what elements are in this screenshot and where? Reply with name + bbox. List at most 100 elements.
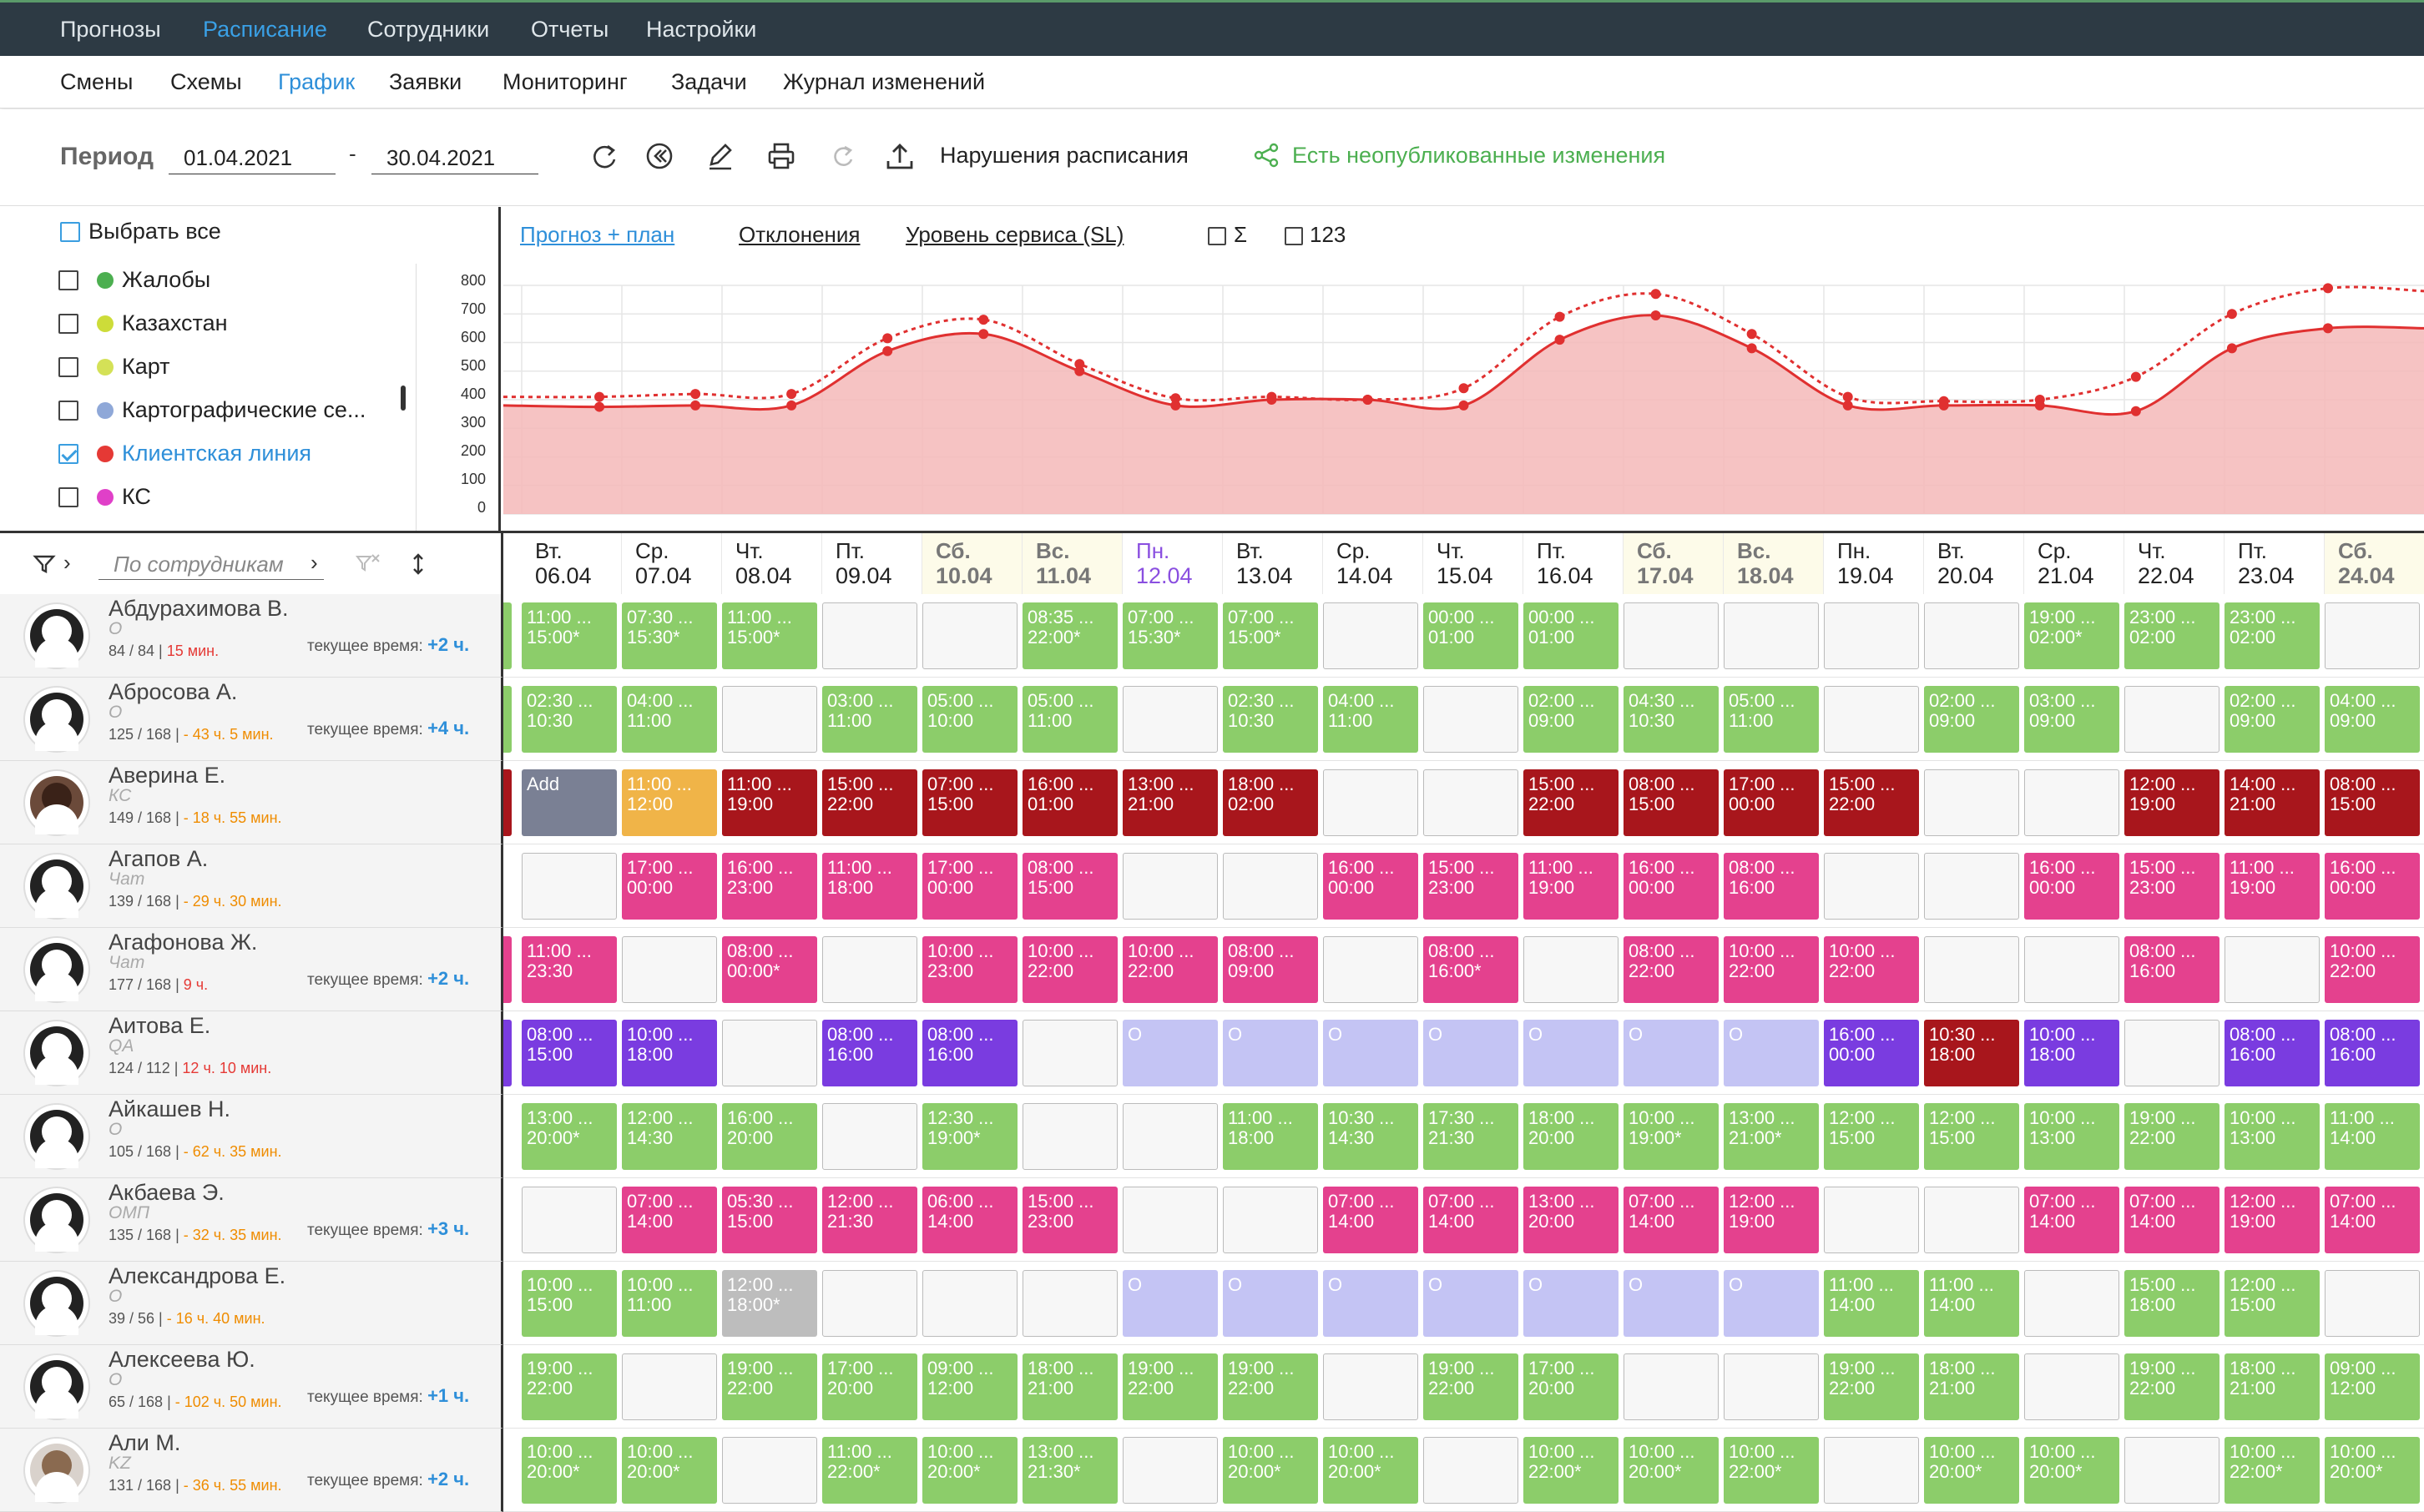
shift-cell[interactable]: 00:00 ... 01:00 — [1423, 602, 1518, 669]
group-item[interactable]: Казахстан — [58, 307, 417, 340]
shift-cell[interactable]: О — [1624, 1270, 1719, 1337]
employee-name[interactable]: Александрова Е. — [109, 1263, 286, 1288]
shift-cell[interactable]: 12:00 ... 18:00* — [722, 1270, 817, 1337]
empty-shift-cell[interactable] — [2024, 1353, 2119, 1420]
back-icon[interactable] — [643, 139, 676, 173]
shift-cell[interactable]: 16:00 ... 00:00 — [1323, 853, 1418, 920]
refresh-icon[interactable] — [588, 139, 621, 173]
employee-name[interactable]: Али М. — [109, 1430, 181, 1455]
empty-shift-cell[interactable] — [822, 1270, 917, 1337]
shift-cell[interactable]: 11:00 ... 18:00 — [1223, 1103, 1318, 1170]
shift-cell[interactable]: 08:35 ... 22:00* — [1023, 602, 1118, 669]
shift-cell[interactable]: 08:00 ... 16:00 — [822, 1020, 917, 1086]
shift-cell[interactable]: 07:00 ... 14:00 — [1323, 1187, 1418, 1253]
shift-cell[interactable]: 13:00 ... 21:30* — [1023, 1437, 1118, 1504]
shift-cell[interactable]: 15:00 ... 22:00 — [1523, 769, 1619, 836]
shift-cell[interactable]: О — [1724, 1270, 1819, 1337]
nav-forecasts[interactable]: Прогнозы — [60, 17, 161, 42]
shift-cell[interactable]: 10:00 ... 18:00 — [2024, 1020, 2119, 1086]
shift-cell[interactable]: 18:00 ... 20:00 — [1523, 1103, 1619, 1170]
group-item[interactable]: Жалобы — [58, 264, 417, 297]
shift-cell[interactable]: 11:00 ... 15:00* — [722, 602, 817, 669]
day-header[interactable]: Сб. 10.04 — [922, 533, 1023, 594]
shift-cell[interactable]: 10:00 ... 20:00* — [2325, 1437, 2420, 1504]
select-all-checkbox[interactable] — [60, 222, 80, 242]
shift-cell[interactable]: 04:00 ... 11:00 — [622, 686, 717, 753]
shift-cell[interactable]: 08:00 ... 16:00 — [2325, 1020, 2420, 1086]
shift-cell[interactable]: 05:00 ... 11:00 — [1023, 686, 1118, 753]
shift-cell[interactable]: 10:00 ... 22:00* — [1523, 1437, 1619, 1504]
shift-cell[interactable]: 07:00 ... 14:00 — [2024, 1187, 2119, 1253]
empty-shift-cell[interactable] — [822, 936, 917, 1003]
date-to-input[interactable]: 30.04.2021 — [371, 141, 538, 174]
empty-shift-cell[interactable] — [1624, 602, 1719, 669]
shift-cell[interactable]: 07:30 ... 15:30* — [622, 602, 717, 669]
shift-cell[interactable]: 10:00 ... 22:00 — [2325, 936, 2420, 1003]
empty-shift-cell[interactable] — [1323, 1353, 1418, 1420]
group-checkbox[interactable] — [58, 487, 78, 507]
shift-cell[interactable]: 04:30 ... 10:30 — [1624, 686, 1719, 753]
subnav-schemes[interactable]: Схемы — [170, 69, 242, 94]
shift-cell[interactable]: 03:00 ... 09:00 — [2024, 686, 2119, 753]
empty-shift-cell[interactable] — [522, 1187, 617, 1253]
shift-cell[interactable]: 03:00 ... 11:00 — [822, 686, 917, 753]
employee-name[interactable]: Айкашев Н. — [109, 1096, 231, 1121]
shift-cell-partial[interactable] — [503, 602, 512, 669]
shift-cell[interactable]: 11:00 ... 19:00 — [1523, 853, 1619, 920]
employee-name[interactable]: Агафонова Ж. — [109, 930, 258, 955]
empty-shift-cell[interactable] — [1023, 1103, 1118, 1170]
empty-shift-cell[interactable] — [1123, 686, 1218, 753]
employee-row[interactable]: Аитова Е. QA 124 / 112 | 12 ч. 10 мин. — [0, 1011, 503, 1095]
day-header[interactable]: Ср. 07.04 — [622, 533, 722, 594]
day-header[interactable]: Чт. 15.04 — [1423, 533, 1523, 594]
shift-cell[interactable]: 08:00 ... 15:00 — [1624, 769, 1719, 836]
shift-cell[interactable]: 10:00 ... 13:00 — [2024, 1103, 2119, 1170]
employee-name[interactable]: Агапов А. — [109, 846, 209, 871]
shift-cell[interactable]: 05:00 ... 11:00 — [1724, 686, 1819, 753]
shift-cell[interactable]: 06:00 ... 14:00 — [922, 1187, 1018, 1253]
empty-shift-cell[interactable] — [1724, 602, 1819, 669]
empty-shift-cell[interactable] — [722, 1020, 817, 1086]
empty-shift-cell[interactable] — [1924, 769, 2019, 836]
group-checkbox[interactable] — [58, 401, 78, 421]
shift-cell[interactable]: 16:00 ... 20:00 — [722, 1103, 817, 1170]
empty-shift-cell[interactable] — [2325, 1270, 2420, 1337]
shift-cell[interactable]: О — [1523, 1020, 1619, 1086]
day-header[interactable]: Сб. 17.04 — [1624, 533, 1724, 594]
shift-cell[interactable]: 00:00 ... 01:00 — [1523, 602, 1619, 669]
shift-cell[interactable]: 12:00 ... 15:00 — [2225, 1270, 2320, 1337]
empty-shift-cell[interactable] — [1123, 1437, 1218, 1504]
day-header[interactable]: Пт. 23.04 — [2225, 533, 2325, 594]
subnav-requests[interactable]: Заявки — [389, 69, 462, 94]
shift-cell[interactable]: 07:00 ... 14:00 — [1624, 1187, 1719, 1253]
employee-name[interactable]: Аитова Е. — [109, 1013, 211, 1038]
group-checkbox[interactable] — [58, 314, 78, 334]
shift-cell[interactable]: 02:00 ... 09:00 — [1523, 686, 1619, 753]
shift-cell[interactable]: 19:00 ... 22:00 — [1123, 1353, 1218, 1420]
empty-shift-cell[interactable] — [1824, 602, 1919, 669]
shift-cell[interactable]: 09:00 ... 12:00 — [2325, 1353, 2420, 1420]
shift-cell[interactable]: О — [1523, 1270, 1619, 1337]
shift-cell[interactable]: 10:00 ... 22:00* — [2225, 1437, 2320, 1504]
employee-row[interactable]: Александрова Е. О 39 / 56 | - 16 ч. 40 мин… — [0, 1262, 503, 1345]
employee-name[interactable]: Акбаева Э. — [109, 1180, 225, 1205]
shift-cell[interactable]: 08:00 ... 09:00 — [1223, 936, 1318, 1003]
tab-service-level[interactable]: Уровень сервиса (SL) — [906, 222, 1124, 247]
empty-shift-cell[interactable] — [1824, 1437, 1919, 1504]
clear-filter-icon[interactable] — [354, 550, 382, 578]
empty-shift-cell[interactable] — [1323, 602, 1418, 669]
shift-cell[interactable]: 12:00 ... 15:00 — [1924, 1103, 2019, 1170]
empty-shift-cell[interactable] — [1924, 602, 2019, 669]
empty-shift-cell[interactable] — [1924, 936, 2019, 1003]
employee-name[interactable]: Алексеева Ю. — [109, 1347, 255, 1372]
shift-cell[interactable]: 19:00 ... 22:00 — [522, 1353, 617, 1420]
day-header[interactable]: Пт. 16.04 — [1523, 533, 1624, 594]
employee-row[interactable]: Алексеева Ю. О 65 / 168 | - 102 ч. 50 мин.… — [0, 1345, 503, 1429]
shift-cell[interactable]: 13:00 ... 20:00* — [522, 1103, 617, 1170]
shift-cell[interactable]: 04:00 ... 11:00 — [1323, 686, 1418, 753]
subnav-graph[interactable]: График — [278, 69, 356, 94]
shift-cell[interactable]: 11:00 ... 12:00 — [622, 769, 717, 836]
shift-cell[interactable]: 16:00 ... 00:00 — [2325, 853, 2420, 920]
shift-cell[interactable]: 12:00 ... 21:30 — [822, 1187, 917, 1253]
employee-name[interactable]: Абдурахимова В. — [109, 596, 289, 621]
